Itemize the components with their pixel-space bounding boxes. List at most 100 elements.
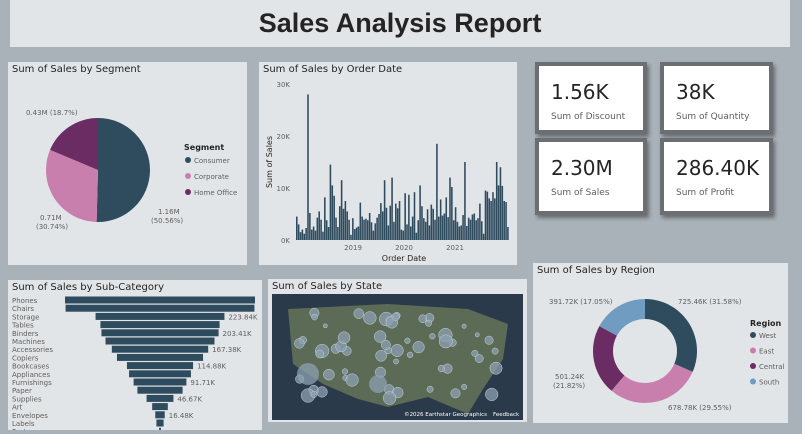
bar[interactable] [340,180,343,240]
bar[interactable] [413,192,416,240]
bar[interactable] [456,221,459,240]
bar[interactable] [301,229,304,240]
bar[interactable] [466,225,468,240]
bar[interactable] [327,227,330,240]
bar[interactable] [462,215,464,240]
bar[interactable] [490,201,492,240]
bar[interactable] [353,229,356,240]
bar[interactable] [129,370,191,378]
bar[interactable] [370,222,373,240]
region-donut-chart[interactable]: 725.46K (31.58%) 678.78K (29.55%) 501.24K(… [533,263,788,423]
bar[interactable] [404,193,406,240]
bar[interactable] [409,226,412,240]
bar[interactable] [329,164,332,240]
bar[interactable] [445,197,448,240]
donut-slice-central[interactable] [593,326,625,391]
region-donut-panel[interactable]: Sum of Sales by Region 725.46K (31.58%) 6… [533,263,788,423]
bar[interactable] [507,227,509,240]
bar[interactable] [368,212,371,240]
bar[interactable] [471,214,474,240]
pie-slice-consumer[interactable] [96,118,150,222]
bar[interactable] [297,224,300,240]
state-bubble[interactable] [369,375,387,393]
bar[interactable] [303,233,306,240]
bar[interactable] [146,394,174,402]
bar[interactable] [421,206,423,240]
state-bubble[interactable] [491,347,499,355]
state-bubble[interactable] [374,330,387,343]
bar[interactable] [316,217,319,240]
bar[interactable] [344,201,347,240]
state-bubble[interactable] [315,349,325,359]
state-bubble[interactable] [461,383,468,390]
bar[interactable] [320,219,322,240]
bar[interactable] [398,201,401,240]
bar[interactable] [101,329,219,337]
bar[interactable] [374,223,377,240]
state-bubble[interactable] [323,323,328,329]
bar[interactable] [443,213,446,240]
state-bubble[interactable] [489,361,503,375]
bar[interactable] [469,219,472,240]
bar[interactable] [479,203,481,240]
bar[interactable] [393,221,395,240]
pie-slice-corporate[interactable] [45,149,98,222]
state-bubble[interactable] [471,349,479,357]
state-bubble[interactable] [390,344,404,357]
bar[interactable] [452,220,455,240]
state-bubble[interactable] [383,391,397,405]
state-bubble[interactable] [485,387,499,401]
state-bubble[interactable] [393,358,399,365]
subcategory-panel[interactable]: Sum of Sales by Sub-Category Phones Chair… [8,280,262,434]
segment-pie-panel[interactable]: Sum of Sales by Segment 1.16M (50.56%) 0.7… [8,62,247,265]
bar[interactable] [325,220,328,240]
bar[interactable] [406,224,408,240]
donut-slice-south[interactable] [599,299,645,336]
state-bubble[interactable] [484,335,494,345]
donut-slice-east[interactable] [611,363,693,403]
bar[interactable] [475,220,477,240]
bar[interactable] [449,177,451,240]
bar[interactable] [95,312,225,320]
bar[interactable] [495,162,498,240]
state-bubble[interactable] [474,354,484,363]
bar[interactable] [355,227,358,240]
bar[interactable] [402,230,405,240]
bar[interactable] [488,198,491,240]
bar[interactable] [419,185,421,240]
bar[interactable] [484,190,487,240]
bar[interactable] [454,207,457,240]
bar[interactable] [310,229,313,240]
segment-pie-chart[interactable]: 1.16M(50.56%)0.71M(30.74%)0.43M (18.7%)S… [8,62,247,265]
bar[interactable] [342,208,345,240]
bar[interactable] [350,234,352,240]
bar[interactable] [501,185,504,240]
state-bubble[interactable] [391,312,400,321]
bar[interactable] [480,221,483,240]
bar[interactable] [100,321,220,329]
bar[interactable] [318,211,320,240]
state-bubble[interactable] [406,351,414,358]
bar[interactable] [363,219,365,240]
state-bubble[interactable] [474,332,480,338]
bar[interactable] [387,225,390,240]
order-date-panel[interactable]: Sum of Sales by Order Date 0K 10K 20K 30K 20… [259,62,517,265]
bar[interactable] [156,419,164,427]
bar[interactable] [314,230,317,240]
bar[interactable] [415,232,418,240]
state-bubble[interactable] [297,363,319,385]
bar[interactable] [348,219,350,240]
bar[interactable] [473,213,476,240]
bar[interactable] [424,221,427,240]
bar[interactable] [430,204,433,240]
bar[interactable] [408,194,410,240]
state-bubble[interactable] [450,388,461,399]
state-bubble[interactable] [363,311,377,325]
bar[interactable] [477,218,479,240]
bar[interactable] [460,225,462,240]
state-bubble[interactable] [311,313,318,321]
state-bubble[interactable] [353,308,365,319]
bar[interactable] [499,167,502,240]
